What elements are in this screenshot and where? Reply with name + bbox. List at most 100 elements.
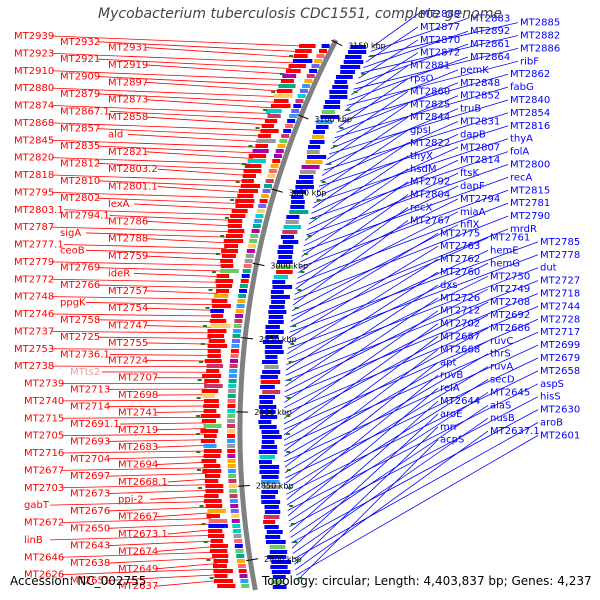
left-gene-label: MT2738 xyxy=(14,361,54,372)
feature-block xyxy=(282,74,297,78)
left-gene-label: MT2786 xyxy=(108,216,148,227)
feature-block xyxy=(282,230,298,234)
left-connector xyxy=(51,157,251,165)
feature-block xyxy=(227,224,242,228)
right-connector xyxy=(336,82,459,133)
tick-mark xyxy=(237,484,250,487)
feature-block xyxy=(203,399,219,403)
marker xyxy=(198,361,203,363)
left-gene-label: MT2759 xyxy=(108,251,148,262)
feature-block xyxy=(229,364,238,368)
feature-block xyxy=(203,454,221,458)
left-connector xyxy=(51,87,278,98)
feature-block xyxy=(276,270,293,274)
right-connector xyxy=(287,258,439,355)
marker xyxy=(295,559,300,561)
feature-block xyxy=(241,179,254,183)
left-connector xyxy=(107,405,207,408)
feature-block xyxy=(255,144,268,148)
right-gene-label: MT2861 xyxy=(470,39,510,50)
feature-block xyxy=(208,519,228,523)
marker xyxy=(200,343,205,345)
left-connector xyxy=(145,290,218,294)
left-gene-label: MT2715 xyxy=(24,413,64,424)
feature-block xyxy=(206,369,220,373)
left-connector xyxy=(61,518,211,523)
feature-block xyxy=(233,324,242,328)
right-gene-label: ribF xyxy=(520,56,539,67)
marker xyxy=(211,271,216,273)
feature-block xyxy=(267,555,287,559)
left-connector xyxy=(145,359,209,362)
right-gene-label: MT2844 xyxy=(410,112,450,123)
feature-block xyxy=(319,49,328,53)
left-gene-label: MT2650 xyxy=(70,523,110,534)
feature-block xyxy=(229,494,238,498)
left-gene-label: MT2794.1 xyxy=(60,211,110,222)
feature-block xyxy=(228,479,237,483)
feature-block xyxy=(271,580,285,584)
feature-block xyxy=(227,454,236,458)
left-connector xyxy=(63,209,236,216)
feature-block xyxy=(227,429,236,433)
right-strand-connectors xyxy=(283,13,539,581)
feature-block xyxy=(264,505,279,509)
feature-block xyxy=(264,184,273,188)
left-strand-labels: MT2939 MT2932 MT2931 MT2923 MT2921 MT2919 MT29… xyxy=(14,31,168,592)
feature-block xyxy=(267,114,281,118)
right-gene-label: MT2785 xyxy=(540,237,580,248)
marker xyxy=(369,55,374,57)
feature-block xyxy=(335,75,353,79)
left-connector xyxy=(155,546,215,552)
feature-block xyxy=(204,474,221,478)
feature-block xyxy=(235,204,254,208)
feature-block xyxy=(268,315,284,319)
map-title: Mycobacterium tuberculosis CDC1551, comp… xyxy=(98,6,502,22)
right-connector xyxy=(294,426,439,565)
right-gene-label: MT2637.1 xyxy=(490,426,540,437)
right-gene-label: MT2814 xyxy=(460,155,500,166)
feature-block xyxy=(293,54,308,58)
feature-block xyxy=(227,444,236,448)
feature-block xyxy=(256,209,265,213)
feature-block xyxy=(262,340,283,344)
right-gene-label: MT2886 xyxy=(520,43,560,54)
tick-label: 2800 kbp xyxy=(264,555,302,564)
left-connector xyxy=(51,105,271,114)
left-connector xyxy=(145,47,297,58)
feature-block xyxy=(227,439,236,443)
feature-block xyxy=(347,50,367,54)
right-gene-label: MT2822 xyxy=(410,138,450,149)
marker xyxy=(333,145,338,147)
feature-block xyxy=(265,535,281,539)
right-gene-label: miaA xyxy=(460,207,486,218)
feature-block xyxy=(230,504,239,508)
feature-block xyxy=(340,65,361,69)
right-gene-label: hemG xyxy=(490,258,520,269)
tick-label: 2900 kbp xyxy=(254,408,292,417)
feature-block xyxy=(268,310,287,314)
feature-block xyxy=(283,129,292,133)
feature-block xyxy=(261,440,275,444)
feature-block xyxy=(265,330,284,334)
feature-block xyxy=(295,185,315,189)
right-connector xyxy=(283,327,489,441)
left-gene-label: MT2810 xyxy=(60,176,100,187)
feature-block xyxy=(275,149,284,153)
feature-block xyxy=(215,289,230,293)
left-connector xyxy=(167,529,213,535)
feature-block xyxy=(258,204,267,208)
right-gene-label: relA xyxy=(440,383,460,394)
left-gene-label: MT2803.2 xyxy=(108,164,158,175)
left-connector xyxy=(155,411,207,413)
left-connector xyxy=(97,197,239,204)
marker xyxy=(290,523,295,525)
right-connector xyxy=(285,357,539,479)
feature-block xyxy=(224,244,239,248)
feature-block xyxy=(343,60,364,64)
right-connector xyxy=(373,13,419,47)
feature-block xyxy=(247,159,266,163)
right-connector xyxy=(284,301,489,409)
feature-block xyxy=(266,109,282,113)
right-gene-label: MT2726 xyxy=(440,293,480,304)
